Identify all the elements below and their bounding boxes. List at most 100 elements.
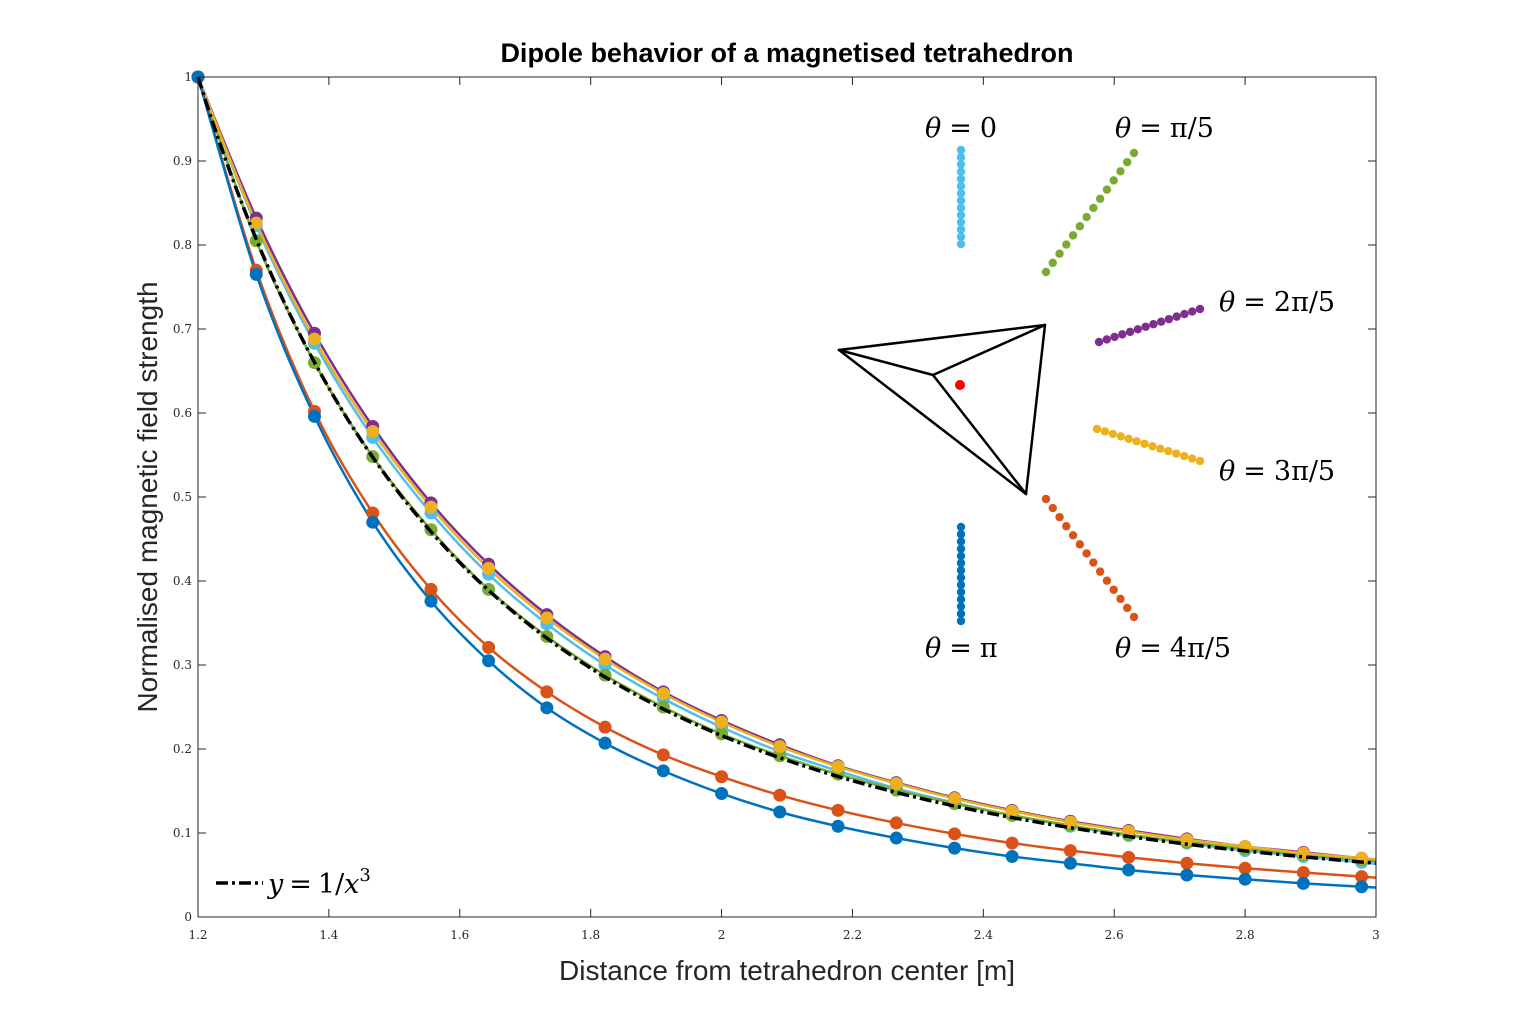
ray-dot-theta-4pi-5 [1123,603,1132,613]
marker-theta-pi [540,701,554,715]
ray-dot-theta-3pi-5 [1172,449,1181,458]
y-tick-label: 0.7 [173,322,192,336]
ray-dot-theta-2pi-5 [1141,322,1150,331]
ray-dot-theta-0 [956,160,966,169]
direction-inset: θ = 0 θ = π/5 θ = 2π/5 θ = 3π/5 θ = 4π/5 θ = π [837,113,1335,664]
marker-theta-pi [773,805,787,819]
marker-theta-3pi-5 [948,792,962,806]
y-ticks: 0 0.1 0.2 0.3 0.4 0.5 0.6 0.7 0.8 0.9 1 [173,70,1376,924]
ray-dot-theta-pi-5 [1048,258,1057,268]
ray-dot-theta-2pi-5 [1172,312,1181,321]
marker-theta-4pi-5 [1005,836,1019,850]
ray-dot-theta-2pi-5 [1195,304,1205,314]
direction-label-theta-pi-5: θ = π/5 [1115,113,1214,144]
marker-theta-4pi-5 [656,748,670,762]
tetrahedron-edge [837,348,935,377]
marker-theta-3pi-5 [482,561,496,575]
ray-dot-theta-2pi-5 [1188,307,1197,316]
marker-theta-3pi-5 [715,715,729,729]
marker-theta-pi [1296,876,1310,890]
marker-theta-4pi-5 [831,803,845,817]
ray-dot-theta-pi-5 [1068,231,1078,240]
ray-dot-theta-4pi-5 [1095,567,1105,576]
x-tick-label: 2.2 [843,928,862,942]
marker-theta-4pi-5 [889,816,903,830]
ray-dot-theta-pi-5 [1109,176,1118,185]
marker-theta-pi [1355,880,1369,894]
x-tick-label: 1.8 [581,928,600,942]
ray-dot-theta-2pi-5 [1102,335,1111,344]
ray-dot-theta-0 [956,239,966,249]
ray-dot-theta-pi-5 [1116,167,1125,176]
ray-dot-theta-3pi-5 [1195,456,1205,466]
direction-label-theta-0: θ = 0 [925,113,997,144]
legend: y = 1/x3 [216,865,371,900]
ray-dot-theta-pi-5 [1082,212,1091,222]
marker-theta-4pi-5 [424,582,438,596]
ray-dot-theta-0 [956,225,966,234]
ray-dot-theta-0 [956,174,966,184]
direction-label-symbol: θ [1115,113,1131,144]
ray-dot-theta-pi [956,602,966,611]
tetrahedron-edge [837,348,1028,496]
marker-theta-4pi-5 [598,720,612,734]
x-tick-label: 3 [1372,928,1380,942]
marker-theta-4pi-5 [482,640,496,654]
ray-dot-theta-pi-5 [1075,222,1085,231]
legend-symbol-y: y [267,869,284,900]
ray-dot-theta-2pi-5 [1118,330,1127,339]
direction-label-symbol: θ [1219,287,1235,318]
tetrahedron-center-dot [955,380,965,390]
direction-label-value: 3π/5 [1274,456,1335,487]
ray-dot-theta-4pi-5 [1062,522,1071,531]
marker-theta-3pi-5 [831,760,845,774]
marker-theta-3pi-5 [307,332,321,346]
marker-theta-3pi-5 [773,739,787,753]
direction-label-equals: = [1243,287,1266,318]
ray-dot-theta-2pi-5 [1180,309,1189,319]
ray-dot-theta-pi [956,566,966,575]
marker-theta-pi [598,736,612,750]
ray-dot-theta-pi-5 [1041,267,1051,277]
ray-dot-theta-pi-5 [1055,249,1064,258]
marker-theta-pi [249,267,263,281]
ray-dot-theta-4pi-5 [1055,512,1064,522]
ray-dot-theta-0 [956,181,966,191]
ray-dot-theta-0 [956,232,966,241]
direction-label-value: 2π/5 [1274,287,1335,318]
direction-label-value: π/5 [1170,113,1214,144]
x-tick-label: 2.4 [974,928,993,942]
x-tick-label: 1.2 [188,928,207,942]
ray-dot-theta-4pi-5 [1102,576,1112,585]
ray-dot-theta-pi [956,580,966,590]
direction-label-value: π [980,633,998,664]
direction-label-symbol: θ [1219,456,1235,487]
direction-label-equals: = [949,633,972,664]
ray-dot-theta-pi-5 [1129,148,1139,158]
ray-dot-theta-0 [956,153,966,162]
ray-dot-theta-2pi-5 [1164,314,1174,324]
ray-dot-theta-3pi-5 [1187,454,1197,463]
ray-dot-theta-pi [956,530,966,539]
direction-label-theta-2pi-5: θ = 2π/5 [1219,287,1335,318]
direction-label-theta-4pi-5: θ = 4π/5 [1115,633,1231,664]
ray-dot-theta-pi [956,522,966,532]
y-tick-label: 0.1 [173,826,192,840]
ray-dot-theta-pi-5 [1062,240,1071,249]
ray-dot-theta-0 [956,218,966,227]
ray-dot-theta-4pi-5 [1129,612,1139,622]
ray-dot-theta-4pi-5 [1041,494,1051,504]
ray-dot-theta-0 [956,145,966,155]
marker-theta-3pi-5 [424,500,438,514]
marker-theta-pi [307,409,321,423]
ray-dot-theta-4pi-5 [1116,594,1125,604]
ray-dot-theta-pi [956,609,966,618]
x-tick-label: 1.4 [319,928,338,942]
marker-theta-pi [948,841,962,855]
marker-theta-4pi-5 [715,770,729,784]
ray-dot-theta-3pi-5 [1100,427,1110,436]
y-tick-label: 0.8 [173,238,192,252]
marker-theta-3pi-5 [598,652,612,666]
tetrahedron-edge [1024,323,1047,496]
ray-dot-theta-3pi-5 [1116,432,1125,441]
